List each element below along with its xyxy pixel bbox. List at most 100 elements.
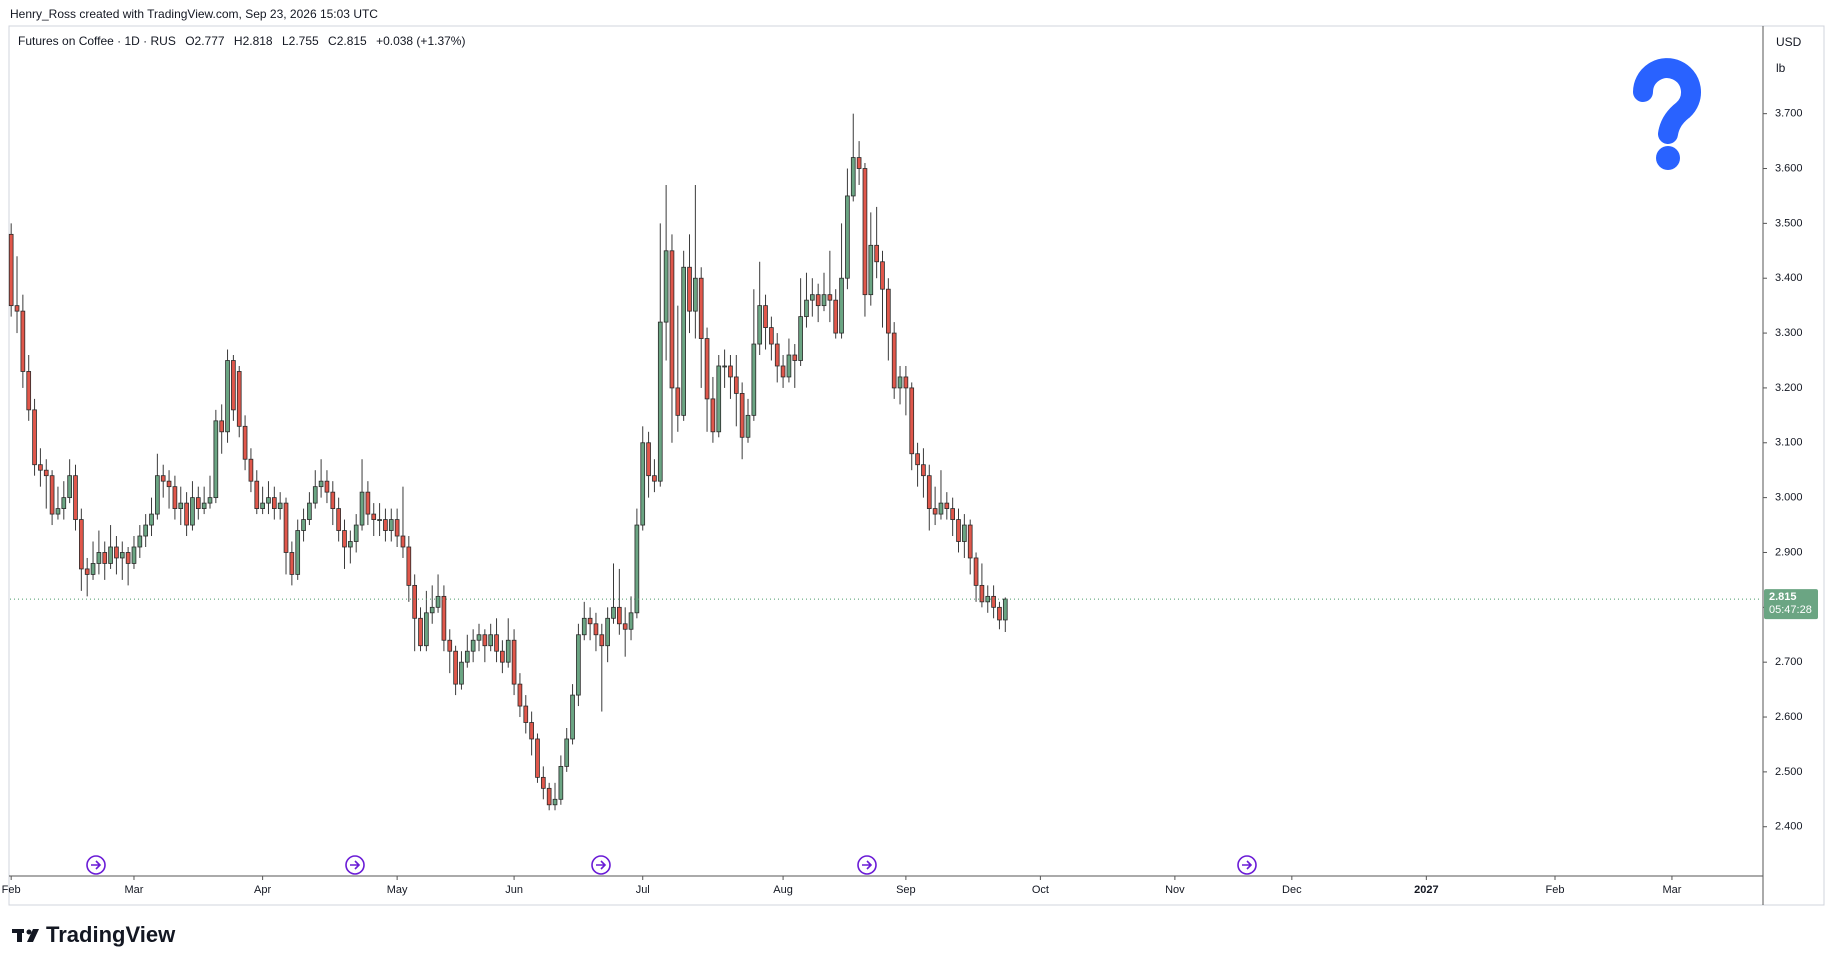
candle-body — [207, 497, 213, 504]
candle-body — [880, 261, 885, 290]
candle-body — [476, 634, 482, 641]
candle-body — [710, 398, 716, 433]
x-tick-label: Apr — [254, 884, 271, 896]
legend: Futures on Coffee · 1D · RUS O2.777 H2.8… — [18, 34, 471, 48]
candle-body — [195, 497, 201, 509]
candle-body — [342, 530, 347, 548]
candle-body — [617, 606, 622, 625]
y-tick-label: 2.600 — [1775, 711, 1803, 723]
y-tick-label: 3.100 — [1775, 437, 1803, 449]
x-tick-label: Feb — [1546, 884, 1565, 896]
candle-body — [558, 765, 564, 800]
candle-body — [979, 584, 985, 603]
candle-body — [137, 535, 143, 548]
y-tick-label: 2.400 — [1775, 821, 1803, 833]
candle-body — [73, 475, 78, 520]
x-tick-label: Jul — [636, 884, 650, 896]
candle-body — [482, 634, 488, 647]
candle-body — [815, 294, 821, 307]
y-tick-label: 2.500 — [1775, 766, 1803, 778]
candle-body — [973, 557, 979, 586]
candle-body — [418, 617, 423, 647]
candle-body — [119, 552, 125, 559]
candle-body — [657, 321, 663, 482]
unit: lb — [1776, 61, 1786, 75]
x-tick-label: Mar — [124, 884, 143, 896]
currency: USD — [1776, 35, 1802, 49]
candle-body — [611, 606, 616, 619]
candle-body — [646, 442, 651, 477]
legend-key: O — [185, 34, 195, 48]
x-tick-label: Jun — [505, 884, 523, 896]
candle-body — [570, 694, 575, 740]
candle-body — [546, 787, 552, 806]
x-tick-label: Mar — [1662, 884, 1681, 896]
candle-body — [926, 475, 932, 509]
candle-body — [90, 563, 96, 575]
candle-body — [143, 524, 148, 537]
x-tick-label: May — [387, 884, 408, 896]
candle-body — [307, 502, 312, 520]
last-price-label: 2.815 — [1769, 591, 1797, 603]
candle-body — [576, 634, 581, 696]
candle-body — [868, 244, 874, 296]
candle-body — [827, 294, 833, 301]
question-icon — [1633, 58, 1701, 170]
candle-body — [336, 508, 341, 531]
candle-body — [950, 508, 955, 520]
candle-body — [938, 502, 944, 515]
candle-body — [266, 497, 271, 504]
candle-body — [622, 623, 628, 630]
candle-body — [505, 639, 511, 663]
candle-body — [324, 480, 330, 493]
candle-body — [874, 244, 879, 263]
y-tick-label: 3.700 — [1775, 108, 1803, 120]
candle-body — [751, 343, 757, 416]
candle-body — [634, 524, 640, 614]
candle-body — [500, 650, 505, 663]
candle-body — [435, 595, 441, 608]
candle-body — [149, 513, 154, 526]
candle-body — [488, 634, 494, 647]
candle-body — [406, 546, 412, 586]
candle-body — [394, 519, 400, 537]
candle-body — [184, 502, 189, 526]
candle-body — [190, 497, 195, 526]
candle-body — [412, 584, 417, 619]
candle-body — [798, 316, 803, 361]
change: +0.038 (+1.37%) — [376, 34, 466, 48]
candle-body — [564, 738, 570, 767]
candle-body — [757, 305, 763, 345]
candle-body — [915, 453, 920, 466]
candle-body — [38, 464, 43, 471]
x-tick-label: Aug — [773, 884, 793, 896]
candle-body — [593, 623, 599, 636]
candle-body — [739, 393, 745, 438]
last-price-box — [1764, 589, 1818, 620]
candle-body — [991, 595, 996, 608]
y-tick-label: 2.900 — [1775, 546, 1803, 558]
candle-body — [20, 310, 26, 372]
candle-body — [675, 387, 681, 416]
candle-body — [728, 365, 733, 378]
candle-body — [581, 617, 587, 636]
legend-key: H — [233, 34, 243, 48]
candle-body — [49, 475, 55, 515]
candle-body — [225, 360, 230, 433]
candle-body — [804, 299, 809, 318]
candle-body — [1002, 598, 1008, 621]
candle-body — [985, 595, 991, 603]
legend-value: 2.777 — [194, 34, 225, 48]
candle-body — [745, 414, 751, 438]
candle-body — [494, 634, 499, 652]
candle-body — [529, 722, 534, 740]
x-tick-label: Dec — [1282, 884, 1302, 896]
candle-body — [312, 486, 318, 504]
candle-body — [833, 299, 839, 334]
candle-body — [114, 546, 119, 559]
candle-body — [722, 365, 727, 368]
candle-body — [96, 552, 102, 564]
candle-body — [424, 612, 429, 647]
candle-body — [856, 157, 862, 169]
